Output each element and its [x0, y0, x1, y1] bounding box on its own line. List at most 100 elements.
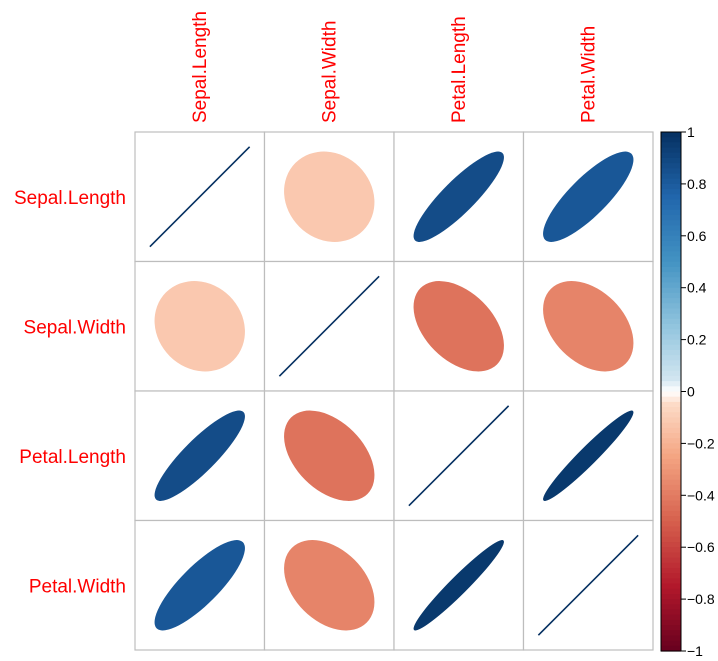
colorbar-segment: [661, 396, 681, 403]
colorbar-segment: [661, 469, 681, 476]
row-label-sepal-width: Sepal.Width: [24, 317, 126, 338]
colorbar-segment: [661, 339, 681, 346]
colorbar-segment: [661, 235, 681, 242]
colorbar-segment: [661, 490, 681, 496]
colorbar-segment: [661, 173, 681, 180]
correlation-mark-sepal-width-sepal-length: [154, 281, 245, 372]
colorbar-segment: [661, 438, 681, 444]
colorbar-tick-label: 0.8: [687, 176, 707, 192]
colorbar-segment: [661, 308, 681, 315]
colorbar-segment: [661, 604, 681, 611]
colorbar-segment: [661, 453, 681, 460]
colorbar-segment: [661, 562, 681, 569]
colorbar-segment: [661, 282, 681, 289]
colorbar-segment: [661, 163, 681, 169]
correlation-mark-petal-width-petal-length: [413, 540, 504, 631]
colorbar-segment: [661, 593, 681, 600]
colorbar-segment: [661, 573, 681, 579]
colorbar-segment: [661, 168, 681, 175]
colorbar-segment: [661, 370, 681, 377]
colorbar-segment: [661, 225, 681, 232]
colorbar-segment: [661, 458, 681, 465]
correlation-mark-petal-length-petal-width: [543, 410, 634, 501]
colorbar-segment: [661, 516, 681, 522]
colorbar-segment: [661, 433, 681, 439]
colorbar-segment: [661, 391, 681, 398]
colorbar-segment: [661, 183, 681, 190]
colorbar-segment: [661, 215, 681, 221]
colorbar-segment: [661, 287, 681, 294]
correlation-mark-sepal-width-petal-length: [413, 281, 504, 372]
colorbar-segment: [661, 360, 681, 367]
colorbar-segment: [661, 240, 681, 247]
colorbar-segment: [661, 526, 681, 533]
colorbar-segment: [661, 313, 681, 320]
correlation-mark-petal-width-sepal-length: [154, 540, 245, 631]
colorbar-segment: [661, 152, 681, 159]
colorbar-segment: [661, 407, 681, 413]
colorbar-segment: [661, 137, 681, 143]
colorbar-segment: [661, 381, 681, 387]
colorbar-segment: [661, 448, 681, 455]
colorbar-segment: [661, 266, 681, 273]
colorbar-segment: [661, 412, 681, 419]
colorbar-tick-label: −0.4: [687, 487, 715, 503]
colorbar-tick-label: 0.2: [687, 332, 707, 348]
colorbar-segment: [661, 251, 681, 258]
colorbar-segment: [661, 521, 681, 528]
colorbar-segment: [661, 640, 681, 647]
colorbar-segment: [661, 147, 681, 154]
colorbar-segment: [661, 619, 681, 626]
colorbar-segment: [661, 375, 681, 382]
colorbar-segment: [661, 355, 681, 361]
column-label-sepal-width: Sepal.Width: [319, 21, 340, 123]
colorbar-segment: [661, 645, 681, 652]
colorbar-segment: [661, 578, 681, 585]
colorbar-segment: [661, 272, 681, 278]
colorbar-segment: [661, 552, 681, 559]
colorbar-segment: [661, 189, 681, 195]
colorbar-segment: [661, 495, 681, 502]
colorbar-segment: [661, 329, 681, 336]
colorbar-segment: [661, 474, 681, 481]
colorbar-segment: [661, 427, 681, 434]
correlation-mark-sepal-length-petal-width: [543, 151, 634, 242]
matrix-cell-petal-width-sepal-width: [263, 519, 395, 651]
colorbar-segment: [661, 557, 681, 564]
colorbar-segment: [661, 349, 681, 356]
colorbar-segment: [661, 609, 681, 616]
colorbar-segment: [661, 132, 681, 138]
colorbar-tick-label: −1: [687, 643, 703, 659]
correlation-mark-petal-width-sepal-width: [284, 540, 375, 631]
colorbar-segment: [661, 583, 681, 590]
correlation-mark-petal-length-sepal-width: [284, 410, 375, 501]
colorbar-segment: [661, 567, 681, 574]
colorbar-segment: [661, 505, 681, 512]
colorbar-segment: [661, 417, 681, 424]
colorbar-segment: [661, 464, 681, 470]
colorbar-segment: [661, 588, 681, 595]
colorbar-segment: [661, 542, 681, 548]
colorbar-segment: [661, 318, 681, 325]
colorbar-segment: [661, 209, 681, 216]
column-label-petal-width: Petal.Width: [578, 26, 599, 123]
colorbar-segment: [661, 422, 681, 429]
colorbar-tick-label: 0: [687, 384, 695, 400]
colorbar-segment: [661, 443, 681, 450]
colorbar-segment: [661, 635, 681, 642]
colorbar-segment: [661, 630, 681, 637]
column-label-sepal-length: Sepal.Length: [190, 11, 211, 123]
colorbar-segment: [661, 277, 681, 284]
correlation-mark-sepal-length-sepal-width: [284, 151, 375, 242]
row-label-petal-width: Petal.Width: [29, 576, 126, 597]
colorbar-segment: [661, 531, 681, 538]
colorbar-segment: [661, 536, 681, 543]
correlation-mark-sepal-length-petal-length: [413, 151, 504, 242]
colorbar-segment: [661, 334, 681, 341]
colorbar-tick-label: −0.8: [687, 591, 715, 607]
colorbar-segment: [661, 500, 681, 507]
colorbar-tick-label: 0.6: [687, 228, 707, 244]
colorbar-segment: [661, 204, 681, 211]
colorbar-segment: [661, 401, 681, 408]
